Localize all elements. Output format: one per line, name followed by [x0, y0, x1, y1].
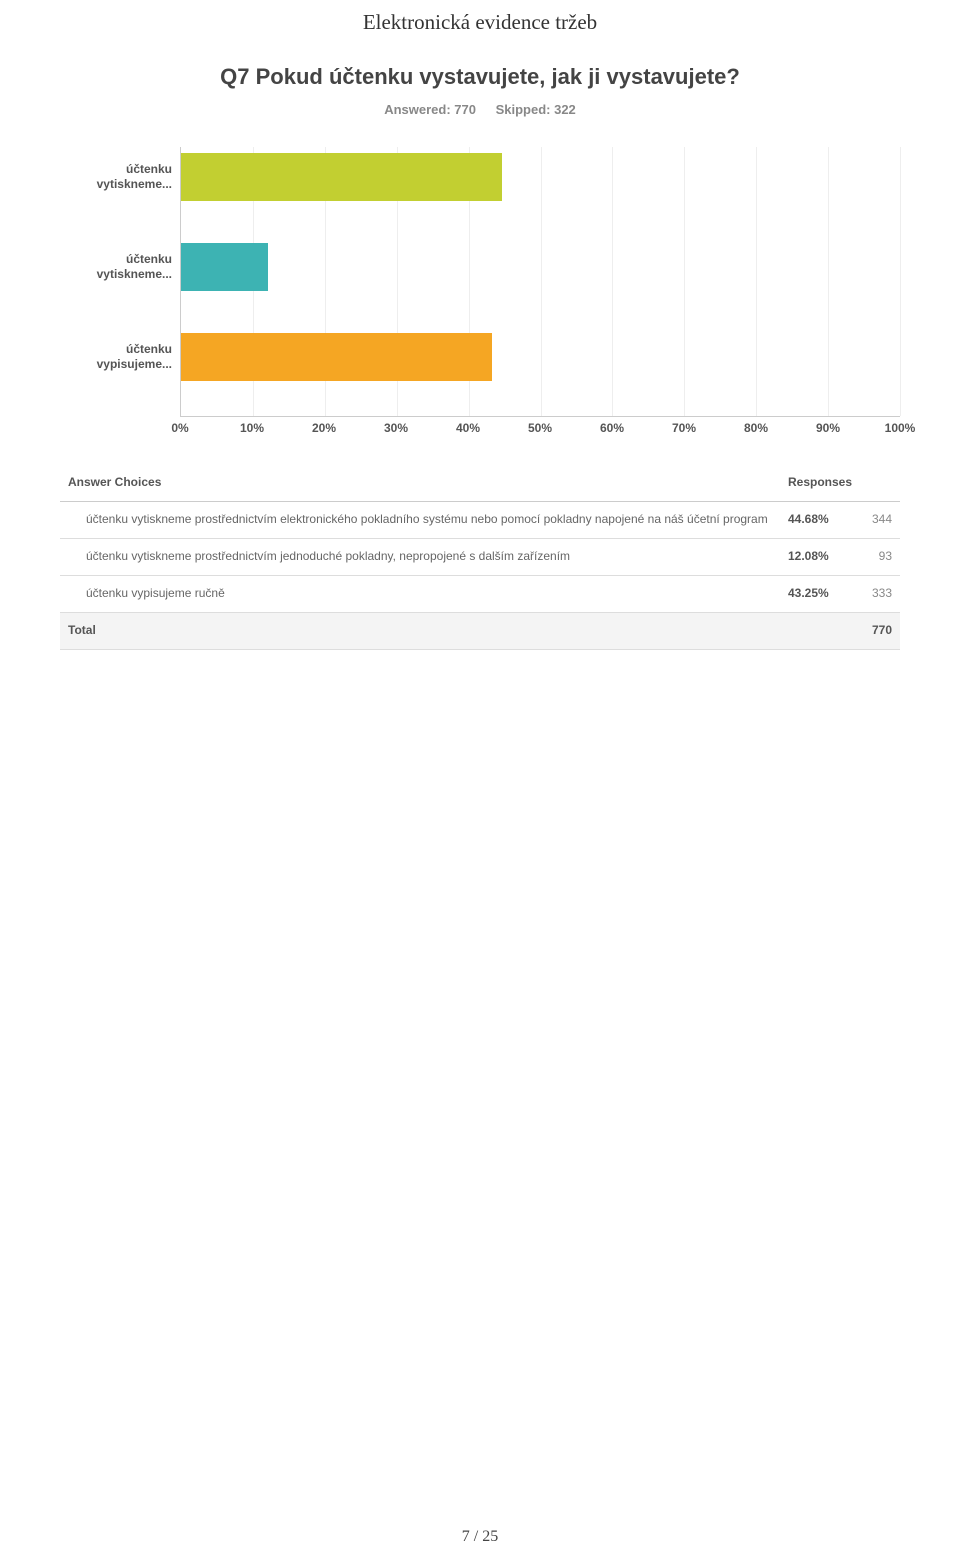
count-cell: 333: [850, 575, 900, 612]
page: Elektronická evidence tržeb Q7 Pokud účt…: [0, 0, 960, 1562]
col-header-choices: Answer Choices: [60, 465, 780, 502]
choice-cell: účtenku vytiskneme prostřednictvím elekt…: [60, 501, 780, 538]
pct-cell: 44.68%: [780, 501, 850, 538]
answered-count: Answered: 770: [384, 102, 476, 117]
pct-cell: 43.25%: [780, 575, 850, 612]
chart-bar-label: účtenku vytiskneme...: [60, 237, 172, 297]
chart-x-tick: 40%: [456, 421, 480, 435]
table-row: účtenku vytiskneme prostřednictvím jedno…: [60, 538, 900, 575]
chart-x-tick: 30%: [384, 421, 408, 435]
chart-x-tick: 70%: [672, 421, 696, 435]
chart-x-tick: 100%: [885, 421, 916, 435]
chart-bar-row: [181, 327, 900, 387]
table-row: účtenku vypisujeme ručně43.25%333: [60, 575, 900, 612]
page-number: 7 / 25: [0, 1528, 960, 1546]
skipped-count: Skipped: 322: [496, 102, 576, 117]
question-title: Q7 Pokud účtenku vystavujete, jak ji vys…: [170, 63, 790, 92]
chart-bar: [181, 333, 492, 381]
chart-x-tick: 10%: [240, 421, 264, 435]
chart-x-tick: 20%: [312, 421, 336, 435]
chart-bar-label: účtenku vypisujeme...: [60, 327, 172, 387]
count-cell: 344: [850, 501, 900, 538]
count-cell: 93: [850, 538, 900, 575]
col-header-responses: Responses: [780, 465, 900, 502]
total-value: 770: [850, 612, 900, 649]
chart-plot-area: [180, 147, 900, 417]
total-row: Total 770: [60, 612, 900, 649]
chart-bar: [181, 243, 268, 291]
total-label: Total: [60, 612, 780, 649]
choice-cell: účtenku vytiskneme prostřednictvím jedno…: [60, 538, 780, 575]
results-table: Answer Choices Responses účtenku vytiskn…: [60, 465, 900, 650]
chart-x-tick: 90%: [816, 421, 840, 435]
chart-bar-row: [181, 147, 900, 207]
question-meta: Answered: 770 Skipped: 322: [60, 102, 900, 117]
chart-bar-label: účtenku vytiskneme...: [60, 147, 172, 207]
chart-labels-col: účtenku vytiskneme... účtenku vytiskneme.…: [60, 147, 180, 417]
chart-x-tick: 80%: [744, 421, 768, 435]
chart-gridline: [900, 147, 901, 416]
table-row: účtenku vytiskneme prostřednictvím elekt…: [60, 501, 900, 538]
chart-x-axis: 0%10%20%30%40%50%60%70%80%90%100%: [180, 417, 900, 437]
chart-x-tick: 50%: [528, 421, 552, 435]
total-blank: [780, 612, 850, 649]
chart-x-tick: 60%: [600, 421, 624, 435]
chart-bar: [181, 153, 502, 201]
doc-title: Elektronická evidence tržeb: [60, 10, 900, 35]
results-tbody: účtenku vytiskneme prostřednictvím elekt…: [60, 501, 900, 649]
chart-x-tick: 0%: [171, 421, 188, 435]
pct-cell: 12.08%: [780, 538, 850, 575]
chart-bar-row: [181, 237, 900, 297]
choice-cell: účtenku vypisujeme ručně: [60, 575, 780, 612]
chart: účtenku vytiskneme... účtenku vytiskneme.…: [60, 147, 900, 437]
chart-plot-col: 0%10%20%30%40%50%60%70%80%90%100%: [180, 147, 900, 437]
